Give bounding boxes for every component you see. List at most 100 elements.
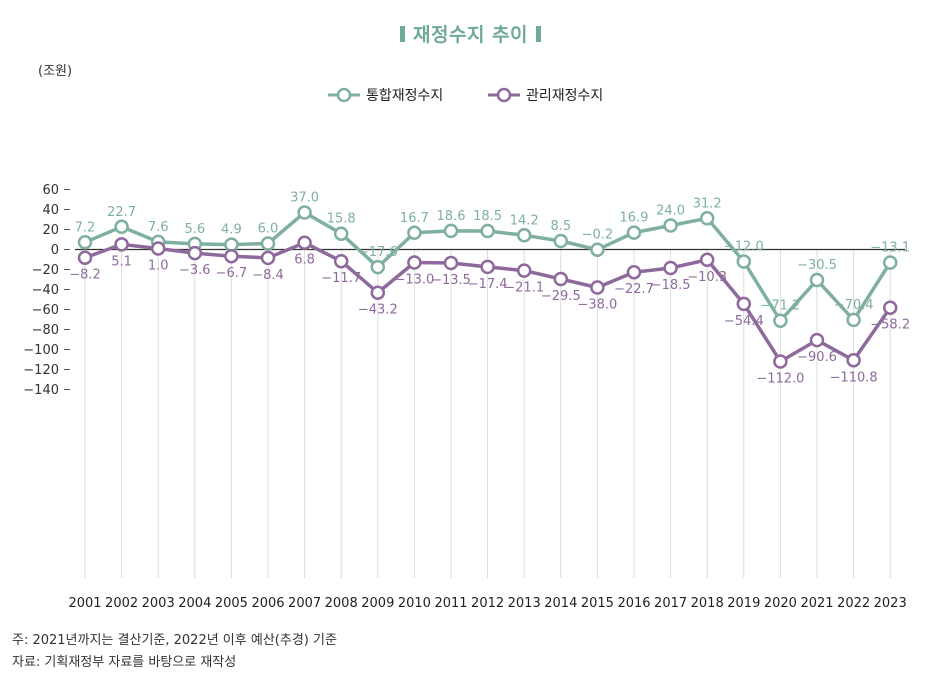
data-label-1-2015: −0.2: [582, 228, 614, 243]
legend-label-1: 통합재정수지: [366, 88, 443, 104]
data-label-1-2005: 4.9: [221, 223, 242, 238]
data-label-1-2022: −70.4: [834, 298, 874, 313]
data-point-2-2014: [553, 271, 569, 287]
data-point-1-2021: [809, 272, 825, 288]
data-label-2-2010: −13.0: [394, 273, 434, 288]
data-point-1-2007: [297, 205, 312, 220]
data-point-2-2006: [260, 250, 276, 266]
data-point-2-2021: [809, 332, 825, 348]
x-tick-label: 2004: [178, 596, 211, 611]
x-tick-label: 2009: [361, 596, 394, 611]
y-tick-label: 0: [51, 243, 59, 258]
data-point-2-2023: [882, 300, 898, 315]
data-label-2-2016: −22.7: [614, 282, 654, 297]
data-label-1-2014: 8.5: [550, 219, 571, 234]
x-tick-label: 2008: [325, 596, 358, 611]
data-label-2-2014: −29.5: [541, 289, 581, 304]
series: [77, 205, 898, 369]
data-point-1-2018: [699, 211, 715, 226]
data-label-2-2012: −17.4: [468, 277, 508, 292]
data-label-1-2019: −12.0: [724, 240, 764, 255]
x-tick-label: 2017: [654, 596, 687, 611]
data-point-2-2011: [443, 255, 459, 271]
data-point-1-2010: [407, 225, 422, 241]
data-label-1-2006: 6.0: [258, 222, 279, 237]
data-point-1-2002: [114, 219, 129, 235]
data-point-1-2019: [736, 254, 752, 269]
data-point-1-2016: [626, 225, 642, 240]
data-point-1-2014: [553, 233, 569, 249]
data-label-1-2023: −13.1: [870, 241, 910, 256]
data-label-1-2010: 16.7: [400, 211, 429, 226]
y-tick-label: −100: [23, 343, 59, 358]
data-point-1-2017: [663, 218, 678, 233]
data-point-1-2020: [773, 313, 788, 328]
data-point-2-2008: [333, 253, 349, 269]
data-label-2-2019: −54.4: [724, 314, 764, 329]
data-label-2-2009: −43.2: [358, 303, 398, 318]
y-tick-label: 20: [42, 223, 59, 238]
data-label-1-2021: −30.5: [797, 258, 837, 273]
data-point-1-2001: [77, 235, 93, 250]
data-label-2-2011: −13.5: [431, 273, 471, 288]
legend-marker-2: [496, 87, 512, 103]
data-point-1-2023: [882, 255, 898, 270]
y-tick-label: 40: [42, 203, 59, 218]
data-point-2-2022: [846, 353, 861, 368]
data-label-2-2008: −11.7: [321, 271, 361, 286]
data-point-2-2003: [150, 241, 166, 256]
data-label-1-2020: −71.2: [760, 299, 800, 314]
data-label-2-2023: −58.2: [870, 318, 910, 333]
data-label-1-2001: 7.2: [75, 220, 96, 235]
data-label-1-2016: 16.9: [620, 211, 649, 226]
footnote-basis: 주: 2021년까지는 결산기준, 2022년 이후 예산(추경) 기준: [12, 633, 337, 648]
chart-title: 재정수지 추이: [0, 20, 941, 47]
x-tick-label: 2021: [800, 596, 833, 611]
x-tick-label: 2018: [691, 596, 724, 611]
data-point-2-2020: [773, 354, 788, 369]
data-label-2-2002: 5.1: [111, 254, 132, 269]
y-axis-unit-label: (조원): [38, 64, 73, 79]
data-label-1-2004: 5.6: [184, 222, 205, 237]
data-label-2-2001: −8.2: [69, 268, 101, 283]
data-label-1-2012: 18.5: [473, 209, 502, 224]
data-label-1-2009: −17.6: [358, 245, 398, 260]
x-tick-label: 2019: [727, 596, 760, 611]
data-label-2-2022: −110.8: [830, 370, 878, 385]
data-point-2-2017: [663, 260, 678, 276]
data-label-1-2013: 14.2: [510, 213, 539, 228]
data-label-1-2018: 31.2: [693, 196, 722, 211]
x-tick-label: 2022: [837, 596, 870, 611]
data-point-2-2002: [114, 237, 129, 252]
x-tick-label: 2005: [215, 596, 248, 611]
y-tick-label: −120: [23, 363, 59, 378]
x-tick-label: 2011: [434, 596, 467, 611]
x-tick-label: 2003: [142, 596, 175, 611]
data-point-1-2015: [590, 242, 605, 257]
x-tick-label: 2007: [288, 596, 321, 611]
data-label-2-2003: 1.0: [148, 259, 169, 274]
data-label-2-2017: −18.5: [651, 278, 691, 293]
data-point-1-2008: [333, 226, 349, 241]
gridlines: [84, 249, 891, 578]
data-point-2-2007: [297, 235, 312, 250]
data-point-1-2012: [480, 223, 495, 239]
data-label-1-2003: 7.6: [148, 220, 169, 235]
data-point-2-2012: [480, 259, 495, 275]
data-point-2-2016: [626, 264, 642, 280]
x-tick-label: 2010: [398, 596, 431, 611]
data-label-2-2015: −38.0: [577, 298, 617, 313]
legend: 통합재정수지 관리재정수지: [328, 87, 603, 104]
data-point-1-2009: [370, 259, 386, 275]
x-tick-label: 2012: [471, 596, 504, 611]
data-point-2-2009: [370, 285, 386, 300]
data-label-1-2002: 22.7: [107, 205, 136, 220]
data-label-2-2005: −6.7: [216, 266, 248, 281]
x-tick-label: 2006: [251, 596, 284, 611]
data-label-2-2020: −112.0: [756, 372, 804, 387]
footnote-source: 자료: 기획재정부 자료를 바탕으로 재작성: [12, 655, 237, 670]
data-label-2-2021: −90.6: [797, 350, 837, 365]
data-point-2-2015: [590, 280, 605, 295]
data-label-1-2008: 15.8: [327, 212, 356, 227]
data-label-1-2007: 37.0: [290, 191, 319, 206]
